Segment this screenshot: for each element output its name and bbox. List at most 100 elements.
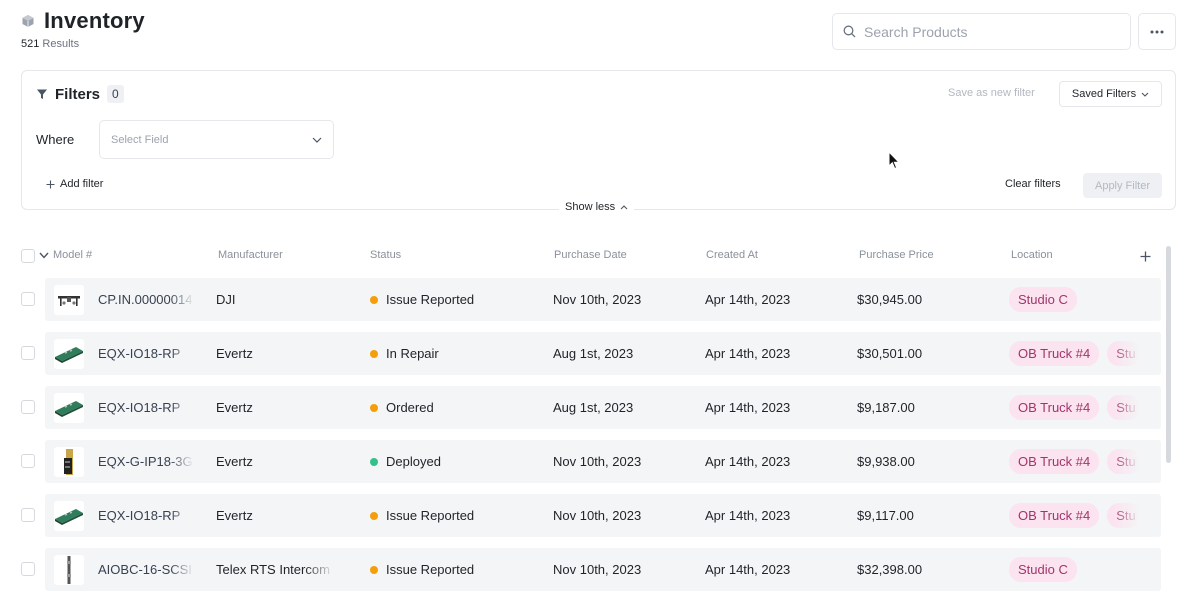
purchase-price-cell: $32,398.00 bbox=[857, 562, 923, 577]
apply-filter-button[interactable]: Apply Filter bbox=[1083, 173, 1162, 198]
filters-count-badge: 0 bbox=[107, 85, 124, 103]
purchase-date-cell: Aug 1st, 2023 bbox=[553, 400, 634, 415]
created-at-cell: Apr 14th, 2023 bbox=[705, 508, 791, 523]
status-cell: Ordered bbox=[370, 386, 434, 429]
status-dot bbox=[370, 511, 378, 520]
column-header-manufacturer[interactable]: Manufacturer bbox=[218, 249, 283, 261]
table-row[interactable]: EQX-IO18-RP Evertz Ordered Aug 1st, 2023 Apr… bbox=[45, 386, 1161, 429]
column-header-status[interactable]: Status bbox=[370, 249, 402, 261]
clear-filters-button[interactable]: Clear filters bbox=[1005, 178, 1061, 190]
location-tag-overflow[interactable]: Stu bbox=[1107, 449, 1142, 474]
purchase-date-cell: Nov 10th, 2023 bbox=[553, 562, 642, 577]
created-at-cell: Apr 14th, 2023 bbox=[705, 454, 791, 469]
model-cell: EQX-IO18-RP bbox=[98, 400, 181, 415]
results-label: Results bbox=[42, 38, 80, 50]
model-cell: EQX-IO18-RP bbox=[98, 346, 181, 361]
filters-panel: Filters 0 Save as new filter Saved Filte… bbox=[21, 70, 1176, 210]
table-row[interactable]: EQX-IO18-RP Evertz In Repair Aug 1st, 2023 A… bbox=[45, 332, 1161, 375]
status-label: Issue Reported bbox=[386, 292, 475, 307]
location-tag-overflow[interactable]: Stu bbox=[1107, 503, 1142, 528]
saved-filters-dropdown[interactable]: Saved Filters bbox=[1059, 81, 1162, 107]
table-row[interactable]: EQX-IO18-RP Evertz Issue Reported Nov 10th,… bbox=[45, 494, 1161, 537]
column-header-purchase-price[interactable]: Purchase Price bbox=[859, 249, 934, 261]
row-checkbox[interactable] bbox=[21, 346, 35, 360]
product-thumbnail bbox=[54, 285, 84, 315]
location-cell: Studio C bbox=[1009, 278, 1161, 321]
add-column-icon[interactable] bbox=[1140, 251, 1151, 262]
location-cell: OB Truck #4 Stu bbox=[1009, 494, 1161, 537]
filters-header: Filters 0 bbox=[36, 85, 124, 103]
status-dot bbox=[370, 349, 378, 358]
created-at-cell: Apr 14th, 2023 bbox=[705, 292, 791, 307]
chevron-down-icon bbox=[1141, 92, 1149, 97]
status-dot bbox=[370, 295, 378, 304]
location-tag[interactable]: OB Truck #4 bbox=[1009, 341, 1100, 366]
location-tag[interactable]: OB Truck #4 bbox=[1009, 449, 1100, 474]
location-tag[interactable]: OB Truck #4 bbox=[1009, 503, 1100, 528]
mouse-cursor-icon bbox=[888, 151, 900, 170]
table-row[interactable]: CP.IN.00000014 DJI Issue Reported Nov 10th,… bbox=[45, 278, 1161, 321]
purchase-price-cell: $30,501.00 bbox=[857, 346, 923, 361]
search-input[interactable] bbox=[864, 23, 1114, 40]
chevron-down-icon bbox=[312, 137, 322, 143]
location-tag[interactable]: Studio C bbox=[1009, 557, 1077, 582]
row-checkbox[interactable] bbox=[21, 562, 35, 576]
product-thumbnail bbox=[54, 339, 84, 369]
location-tag-overflow[interactable]: Stu bbox=[1107, 341, 1142, 366]
column-header-model[interactable]: Model # bbox=[53, 249, 93, 261]
show-less-label: Show less bbox=[565, 201, 616, 213]
table-row[interactable]: EQX-G-IP18-3G Evertz Deployed Nov 10th, 202… bbox=[45, 440, 1161, 483]
add-filter-button[interactable]: Add filter bbox=[46, 178, 103, 190]
location-tag[interactable]: Studio C bbox=[1009, 287, 1077, 312]
location-tag[interactable]: OB Truck #4 bbox=[1009, 395, 1100, 420]
status-cell: Issue Reported bbox=[370, 278, 474, 321]
status-dot bbox=[370, 457, 378, 466]
row-checkbox[interactable] bbox=[21, 292, 35, 306]
save-as-new-filter-button[interactable]: Save as new filter bbox=[948, 87, 1035, 99]
add-filter-label: Add filter bbox=[60, 178, 104, 190]
status-label: Issue Reported bbox=[386, 508, 475, 523]
product-thumbnail bbox=[54, 393, 84, 423]
location-cell: OB Truck #4 Stu bbox=[1009, 332, 1161, 375]
more-options-button[interactable] bbox=[1138, 13, 1176, 50]
column-header-purchase-date[interactable]: Purchase Date bbox=[554, 249, 627, 261]
row-checkbox[interactable] bbox=[21, 454, 35, 468]
manufacturer-cell: Evertz bbox=[216, 346, 253, 361]
location-tag-overflow[interactable]: Stu bbox=[1107, 395, 1142, 420]
row-checkbox[interactable] bbox=[21, 400, 35, 414]
filters-title: Filters bbox=[55, 85, 101, 103]
created-at-cell: Apr 14th, 2023 bbox=[705, 346, 791, 361]
results-count: 521 Results bbox=[21, 38, 145, 50]
status-label: Ordered bbox=[386, 400, 434, 415]
cube-icon bbox=[22, 15, 34, 27]
saved-filters-label: Saved Filters bbox=[1071, 88, 1137, 100]
manufacturer-cell: Evertz bbox=[216, 508, 253, 523]
show-less-toggle[interactable]: Show less bbox=[559, 201, 635, 213]
row-checkbox[interactable] bbox=[21, 508, 35, 522]
search-box[interactable] bbox=[832, 13, 1131, 50]
table-row[interactable]: AIOBC-16-SCSI Telex RTS Intercom Issue Rep… bbox=[45, 548, 1161, 591]
status-cell: Deployed bbox=[370, 440, 441, 483]
product-thumbnail bbox=[54, 447, 84, 477]
where-label: Where bbox=[36, 132, 75, 147]
status-label: Issue Reported bbox=[386, 562, 475, 577]
status-label: Deployed bbox=[386, 454, 441, 469]
status-label: In Repair bbox=[386, 346, 439, 361]
product-thumbnail bbox=[54, 555, 84, 585]
vertical-scrollbar[interactable] bbox=[1166, 246, 1171, 463]
column-header-created-at[interactable]: Created At bbox=[706, 249, 758, 261]
select-all-checkbox[interactable] bbox=[21, 249, 35, 263]
status-dot bbox=[370, 403, 378, 412]
product-thumbnail bbox=[54, 501, 84, 531]
model-cell: AIOBC-16-SCSI bbox=[98, 562, 192, 577]
manufacturer-cell: Evertz bbox=[216, 400, 253, 415]
table-header: Model # Manufacturer Status Purchase Dat… bbox=[21, 243, 1161, 269]
results-number: 521 bbox=[21, 38, 40, 50]
created-at-cell: Apr 14th, 2023 bbox=[705, 562, 791, 577]
select-field-dropdown[interactable]: Select Field bbox=[99, 120, 334, 159]
page-header: Inventory 521 Results bbox=[21, 8, 145, 50]
manufacturer-cell: DJI bbox=[216, 292, 236, 307]
chevron-down-icon[interactable] bbox=[39, 252, 49, 259]
page-title: Inventory bbox=[44, 8, 145, 33]
column-header-location[interactable]: Location bbox=[1011, 249, 1053, 261]
